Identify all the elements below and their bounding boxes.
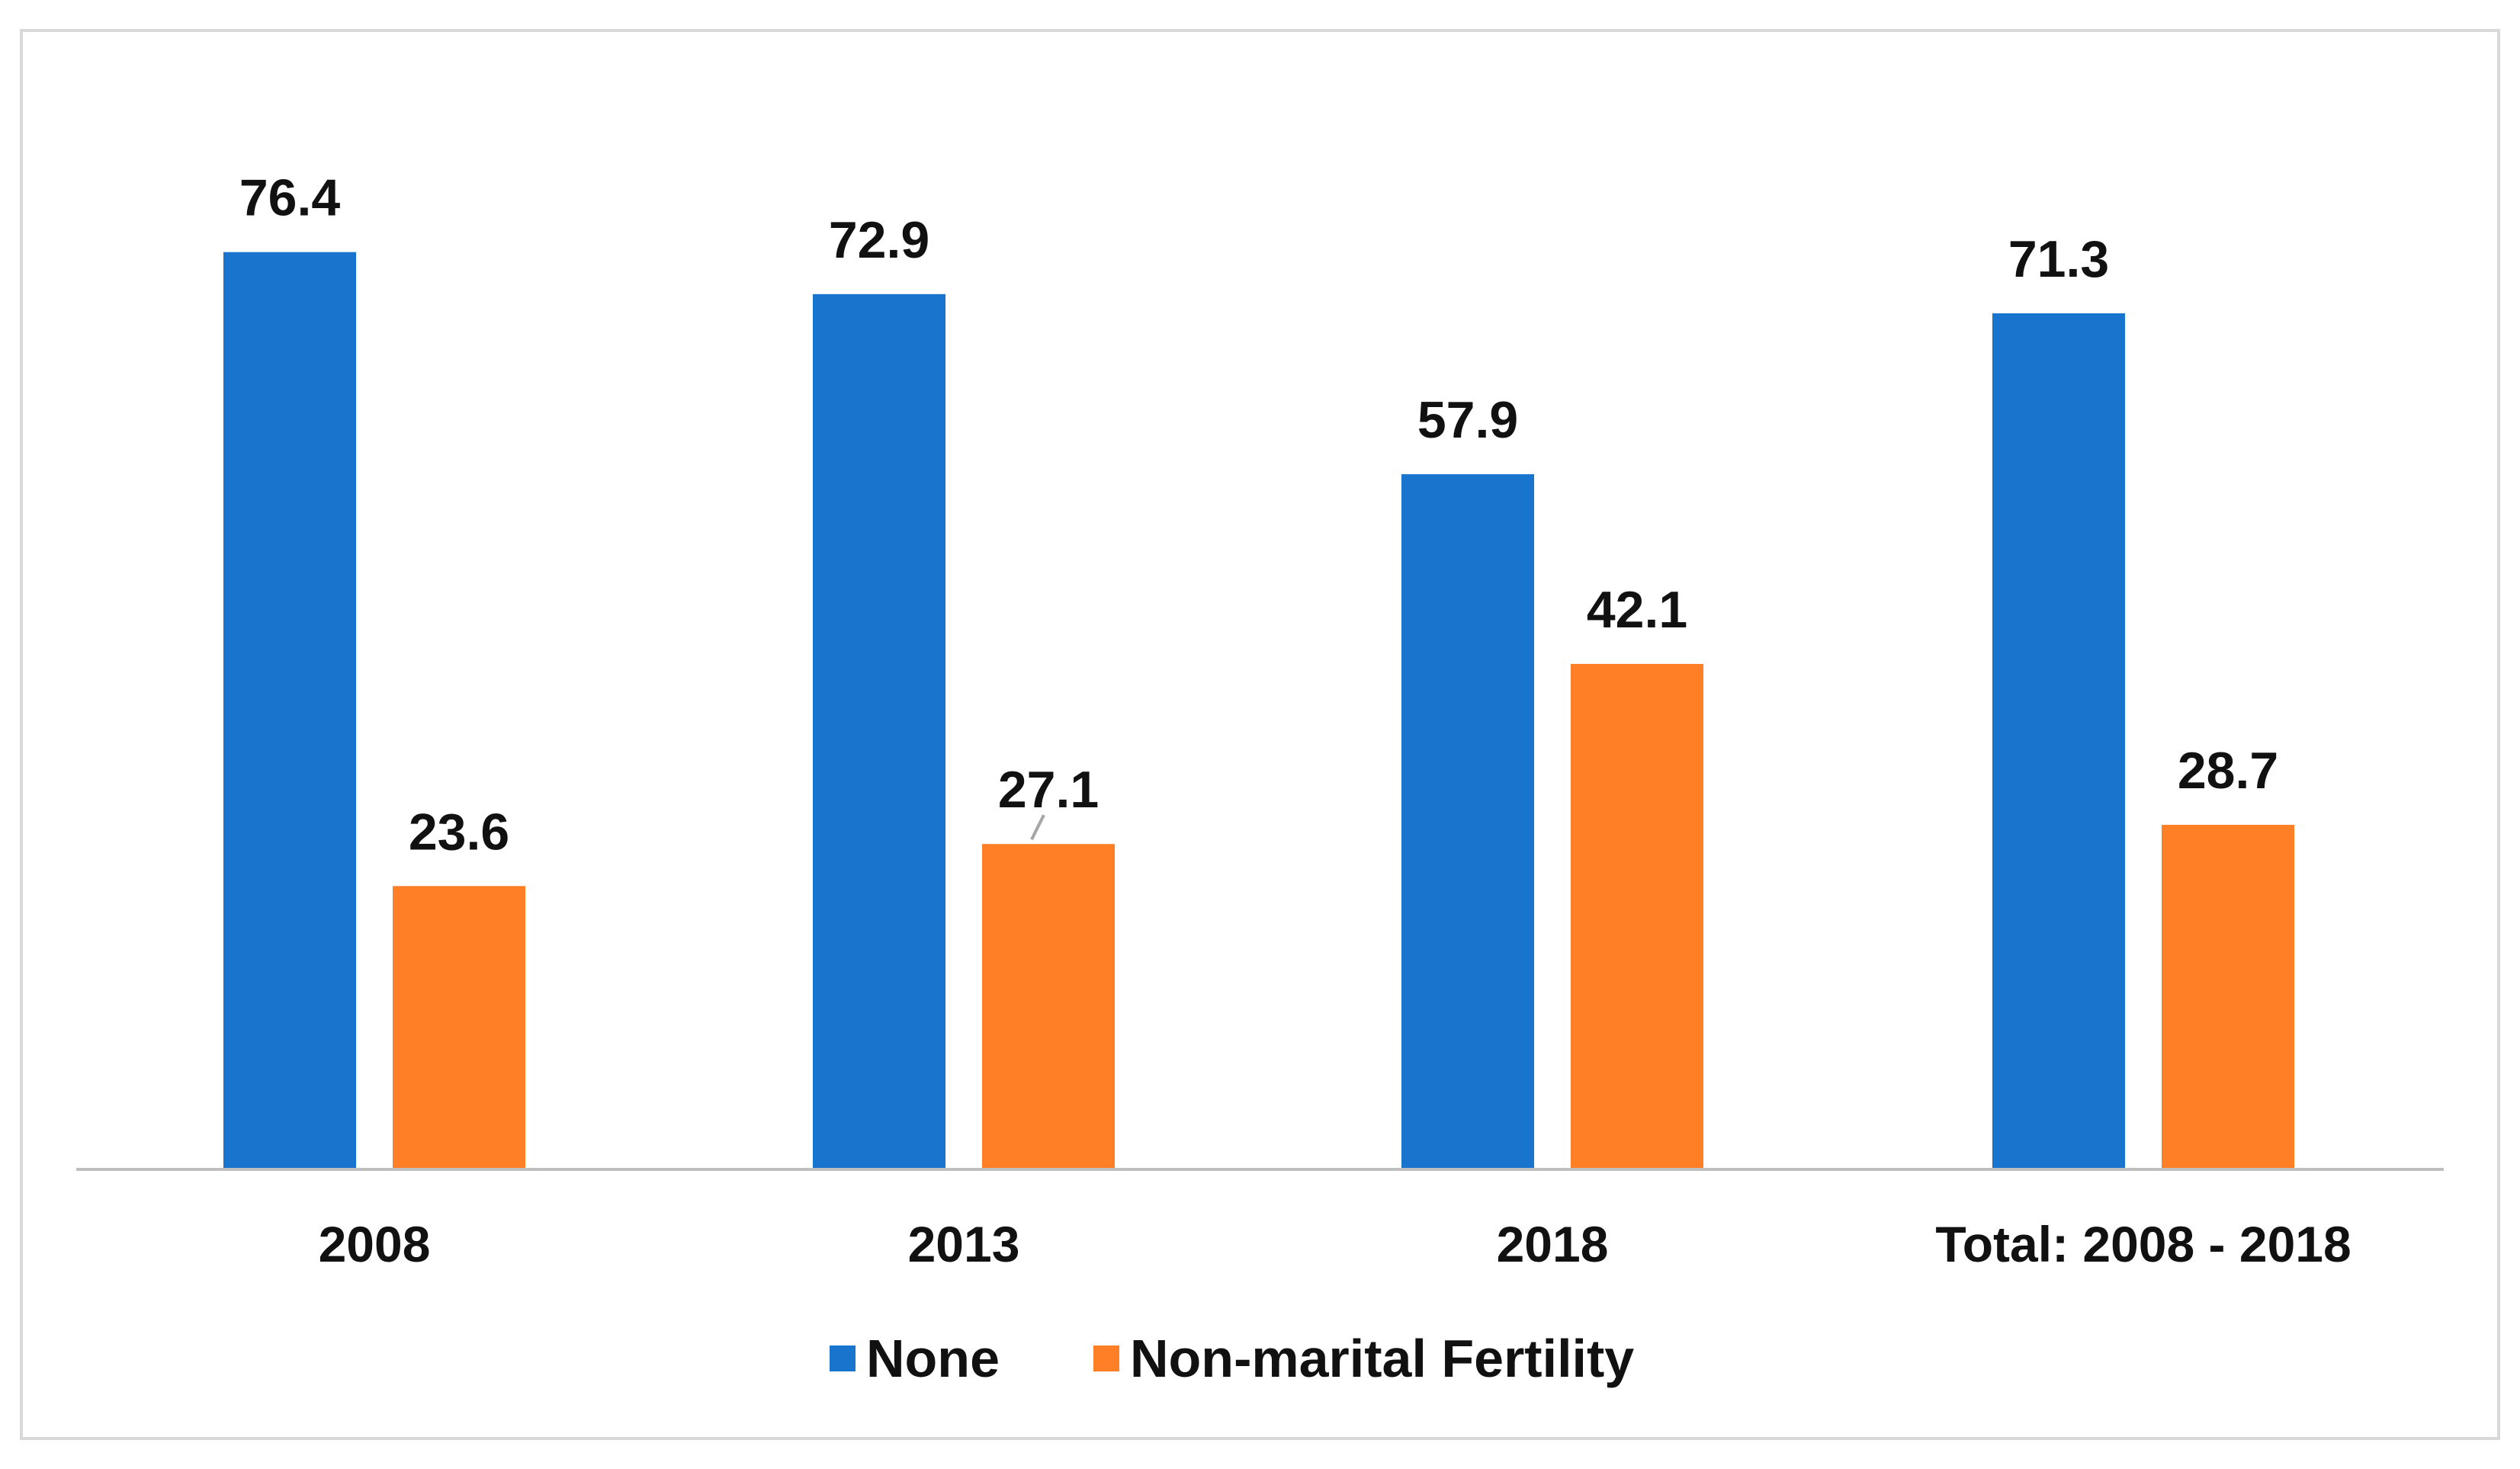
x-tick-label: 2013 <box>908 1216 1020 1272</box>
data-label: 57.9 <box>1417 391 1518 449</box>
legend-swatch-non-marital-fertility <box>1093 1346 1119 1371</box>
x-tick-label: 2018 <box>1497 1216 1609 1272</box>
data-label: 71.3 <box>2008 230 2109 288</box>
bar-non-marital-fertility-1 <box>982 844 1115 1169</box>
x-tick-label: 2008 <box>319 1216 431 1272</box>
legend-swatch-none <box>830 1346 856 1371</box>
data-label: 42.1 <box>1587 581 1687 639</box>
legend-label-none: None <box>866 1329 1000 1388</box>
data-label: 28.7 <box>2178 742 2278 800</box>
bars-layer <box>223 252 2294 1170</box>
data-label: 23.6 <box>409 803 509 861</box>
data-label: 72.9 <box>829 211 929 269</box>
data-label: 76.4 <box>239 169 341 227</box>
bar-non-marital-fertility-3 <box>2162 824 2294 1169</box>
data-labels-layer: 76.4 72.9 57.9 71.3 23.6 27.1 42.1 28.7 <box>239 169 2278 861</box>
bar-none-1 <box>813 293 945 1170</box>
legend: None Non-marital Fertility <box>830 1329 1634 1388</box>
legend-label-non-marital-fertility: Non-marital Fertility <box>1130 1329 1634 1388</box>
x-tick-label: Total: 2008 - 2018 <box>1935 1216 2351 1272</box>
bar-none-2 <box>1401 474 1534 1169</box>
bar-non-marital-fertility-0 <box>393 886 525 1169</box>
bar-none-3 <box>1992 313 2125 1169</box>
bar-non-marital-fertility-2 <box>1571 663 1703 1169</box>
leader-line <box>1030 814 1045 841</box>
data-label: 27.1 <box>998 761 1099 819</box>
x-tick-labels-layer: 2008 2013 2018 Total: 2008 - 2018 <box>319 1216 2351 1272</box>
bar-none-0 <box>223 252 356 1170</box>
